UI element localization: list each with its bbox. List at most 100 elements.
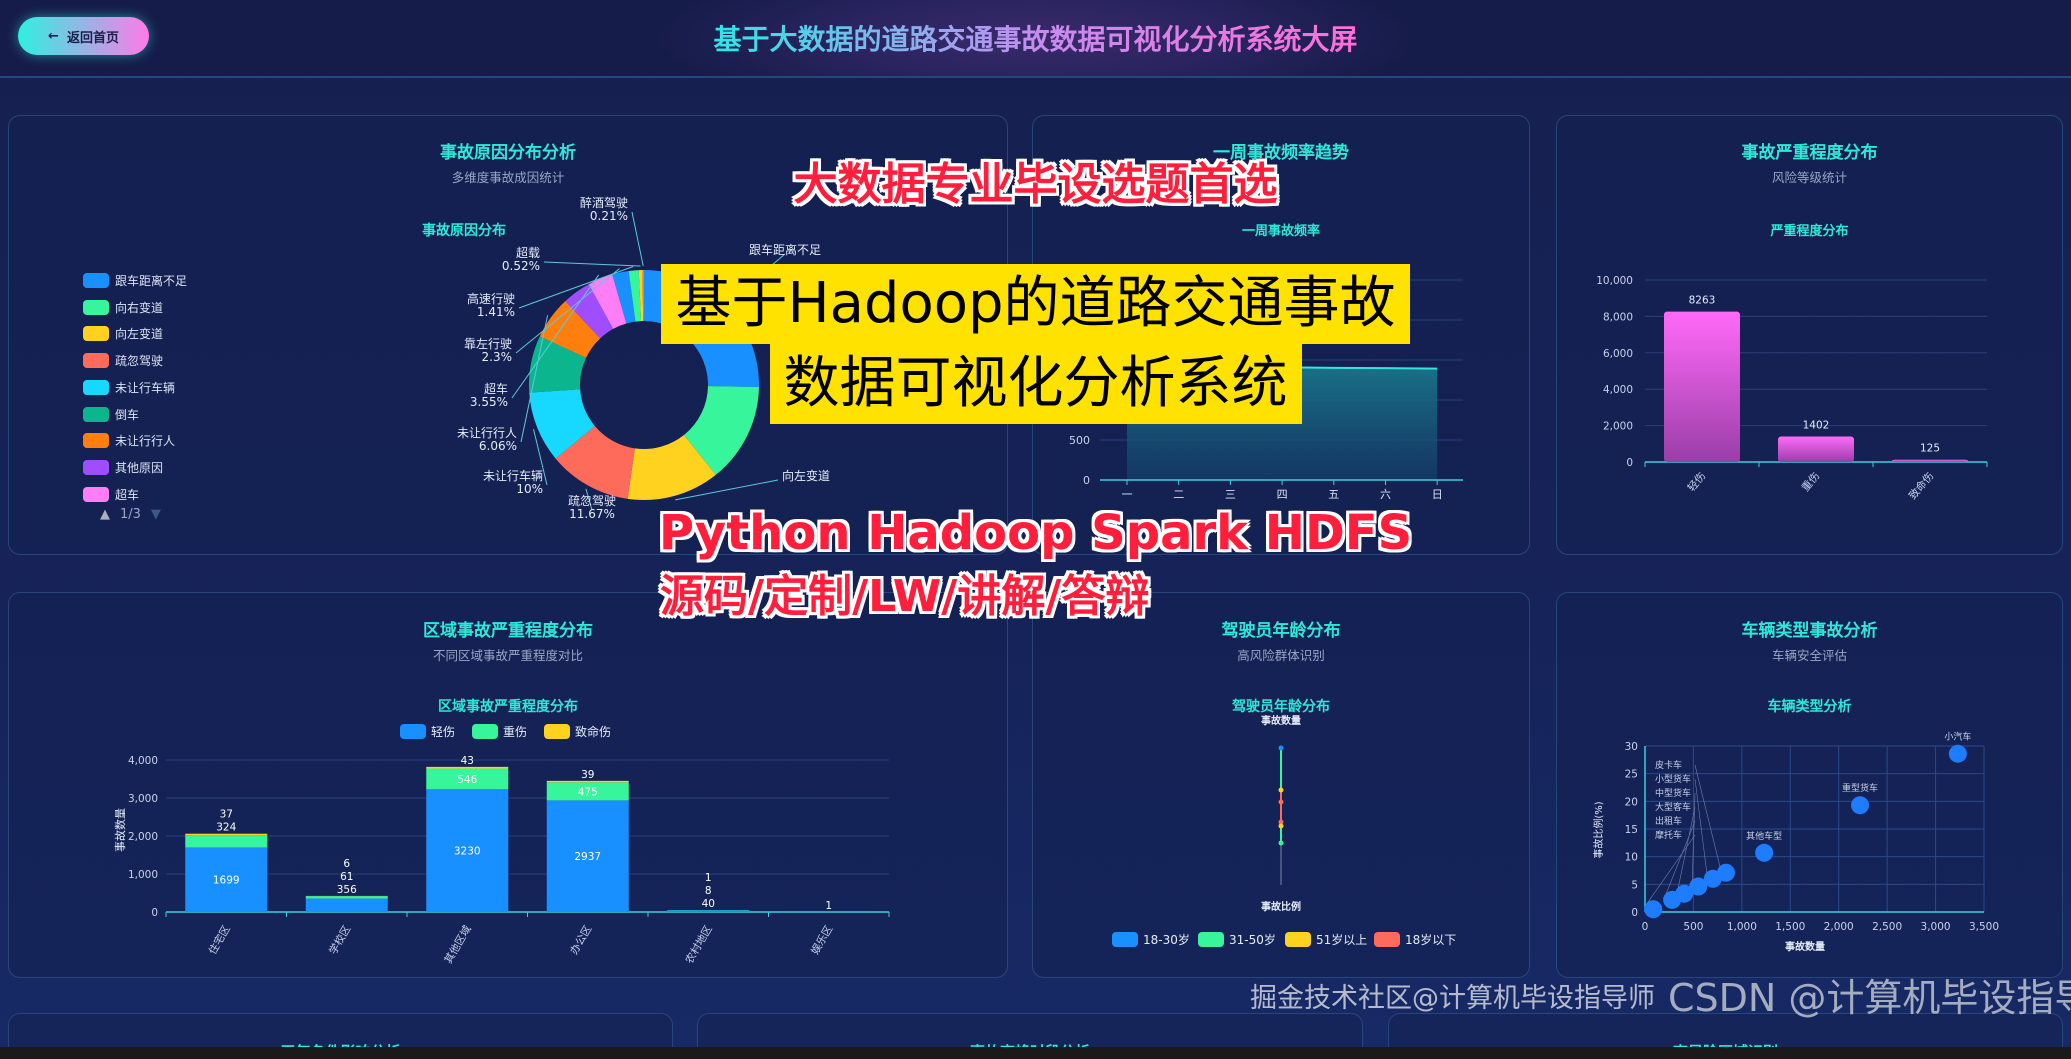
x-tick-label: 一 [1122, 488, 1133, 501]
x-tick-label: 娱乐区 [808, 923, 835, 957]
point-label: 其他车型 [1746, 830, 1782, 842]
legend-swatch [1198, 932, 1224, 947]
services-overlay: 源码/定制/LW/讲解/答辩 [660, 571, 1150, 622]
legend-label: 向左变道 [115, 327, 164, 342]
chart-title: 事故原因分布 [422, 223, 506, 239]
donut-slice [529, 336, 587, 393]
legend-swatch [1374, 932, 1400, 947]
stacked-bar-segment [546, 782, 629, 801]
legend-item[interactable]: 向左变道 [83, 325, 163, 342]
scatter-point [1851, 796, 1870, 815]
slice-label: 跟车距离不足 [749, 242, 821, 257]
y-tick-label: 1,000 [128, 869, 158, 881]
bar-value-label: 37 [220, 809, 233, 821]
donut-slice [642, 270, 644, 322]
slice-label: 高速行驶 [467, 291, 515, 306]
headline-overlay: 大数据专业毕设选题首选 [793, 159, 1278, 210]
legend-pager: ▲ 1/3 ▼ [100, 507, 161, 522]
x-tick-label: 办公区 [567, 923, 594, 957]
x-tick-label: 0 [1642, 921, 1649, 933]
legend-item[interactable]: 疏忽驾驶 [83, 352, 163, 369]
x-tick-label: 1,000 [1727, 921, 1757, 933]
data-point [1278, 823, 1284, 829]
leader-line [511, 274, 600, 399]
legend-item[interactable]: 未让行行人 [83, 432, 175, 449]
legend-item[interactable]: 向右变道 [83, 299, 163, 316]
donut-slice [565, 284, 614, 339]
data-point [1278, 799, 1284, 805]
point-leader-line [1646, 834, 1696, 904]
x-tick-label: 2,500 [1872, 921, 1902, 933]
legend-item[interactable]: 其他原因 [83, 459, 163, 476]
donut-slice [588, 274, 627, 329]
legend-label: 18岁以下 [1405, 932, 1456, 947]
donut-slice [529, 389, 595, 459]
leader-line [518, 266, 634, 309]
y-tick-label: 4,000 [1603, 384, 1633, 396]
legend-item[interactable]: 倒车 [83, 406, 139, 423]
donut-slice [627, 435, 716, 500]
legend-label: 轻伤 [431, 725, 455, 739]
x-tick-label: 致命伤 [1906, 470, 1936, 502]
data-point [1278, 819, 1284, 825]
scatter-point [1644, 900, 1663, 919]
legend-label: 未让行行人 [115, 434, 176, 449]
legend-label: 其他原因 [115, 460, 164, 475]
chart-title: 驾驶员年龄分布 [1232, 699, 1330, 715]
slice-percent: 0.52% [502, 259, 540, 273]
point-label: 重型货车 [1842, 782, 1878, 794]
back-home-button[interactable]: ← 返回首页 [18, 17, 149, 55]
y-tick-label: 3,000 [128, 793, 158, 805]
bar-value-label: 43 [461, 755, 474, 767]
pager-prev-icon[interactable]: ▲ [100, 507, 110, 522]
panel-title: 事故原因分布分析 [440, 143, 576, 163]
slice-percent: 0.21% [590, 209, 628, 223]
panel-subtitle: 不同区域事故严重程度对比 [432, 648, 583, 663]
stacked-bar-segment [185, 835, 268, 848]
x-tick-label: 六 [1380, 488, 1391, 501]
legend-item[interactable]: 未让行车辆 [83, 379, 175, 396]
y-tick-label: 10 [1625, 852, 1638, 864]
severity-bar [1778, 436, 1854, 462]
legend-swatch [400, 724, 426, 739]
title-overlay: 基于Hadoop的道路交通事故 数据可视化分析系统 [0, 264, 2071, 424]
legend-swatch [472, 724, 498, 739]
point-label: 小型货车 [1655, 773, 1691, 785]
window-bottom-bar [0, 1047, 2071, 1059]
legend-label: 51岁以上 [1316, 932, 1367, 947]
x-tick-label: 轻伤 [1685, 470, 1708, 494]
slice-label: 靠左行驶 [464, 336, 512, 351]
donut-slice [683, 386, 759, 475]
bar-value-label: 1 [705, 872, 712, 884]
bar-value-label: 61 [340, 871, 353, 883]
panel-subtitle: 车辆安全评估 [1771, 648, 1847, 663]
panel-title: 区域事故严重程度分布 [423, 621, 593, 641]
x-tick-label: 四 [1277, 488, 1288, 501]
point-label: 大型客车 [1655, 801, 1691, 813]
stacked-bar-segment [546, 800, 629, 912]
slice-percent: 6.06% [479, 439, 517, 453]
page-title: 基于大数据的道路交通事故数据可视化分析系统大屏 [713, 23, 1358, 56]
legend-swatch [83, 353, 109, 369]
y-tick-label: 6,000 [1603, 348, 1633, 360]
legend-item[interactable]: 超车 [83, 486, 139, 503]
bar-value-label: 125 [1920, 443, 1940, 455]
slice-percent: 1.41% [477, 305, 515, 319]
legend-item[interactable]: 跟车距离不足 [83, 272, 187, 289]
legend-label: 重伤 [503, 725, 527, 739]
y-tick-label: 5 [1631, 879, 1638, 891]
pager-next-icon[interactable]: ▼ [150, 507, 161, 522]
bar-value-label: 8263 [1689, 295, 1716, 307]
slice-label: 醉酒驾驶 [580, 195, 628, 210]
y-axis-label: 事故数量 [113, 808, 127, 852]
legend-label: 倒车 [115, 407, 140, 422]
bar-value-label: 1699 [213, 875, 240, 887]
x-tick-label: 五 [1328, 488, 1339, 501]
bar-value-label: 2937 [574, 851, 601, 863]
legend-swatch [83, 326, 109, 342]
slice-percent: 11.67% [569, 507, 615, 521]
donut-slice [628, 270, 642, 322]
y-tick-label: 0 [1083, 474, 1090, 487]
scatter-point [1663, 890, 1682, 909]
legend-label: 31-50岁 [1229, 932, 1276, 947]
